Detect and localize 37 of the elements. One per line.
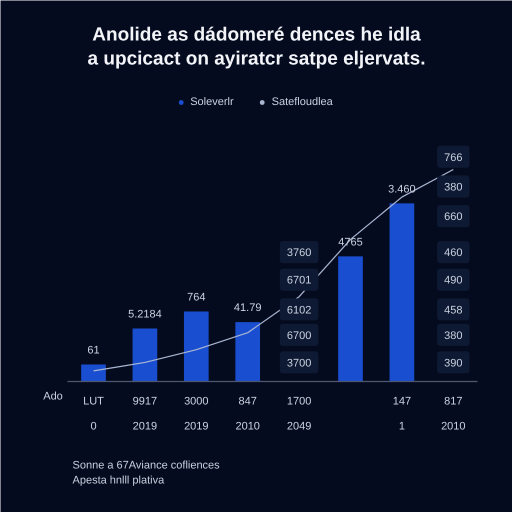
annotation: 6700 xyxy=(286,330,312,342)
text: Sonne a 67Aviance cofliences xyxy=(72,460,220,472)
chart-title: Anolide as dádomeré dences he idla a upcicact on ayiratcr satpe eljervats. xyxy=(88,24,426,70)
annotation: 380 xyxy=(444,181,462,194)
x-tick-label: LUT 0 xyxy=(83,396,104,433)
text: Apesta hnlll plativa xyxy=(72,474,166,486)
annotation: 390 xyxy=(444,357,462,370)
annotation: 458 xyxy=(444,304,462,316)
x-tick-label: 847 2010 xyxy=(235,396,260,433)
bar xyxy=(390,203,414,382)
x-tick-label: 3000 2019 xyxy=(184,396,209,433)
annotation: 6102 xyxy=(286,304,312,316)
x-axis-title: Ado xyxy=(43,390,63,402)
x-tick-label: 1700 2049 xyxy=(286,396,312,433)
legend-label: Satefloudlea xyxy=(272,96,333,108)
bar xyxy=(132,328,158,382)
annotation: 460 xyxy=(444,247,462,260)
bar xyxy=(338,256,363,382)
annotation: 6701 xyxy=(286,274,312,287)
annotation: 490 xyxy=(444,274,462,287)
annotation: 41.79 xyxy=(234,302,262,314)
bar xyxy=(235,322,260,382)
annotation: 5.2184 xyxy=(128,308,162,320)
annotation: 766 xyxy=(444,152,462,164)
annotation: 3.460 xyxy=(388,183,416,196)
bar xyxy=(81,364,106,382)
x-tick-label: 147 1 xyxy=(392,396,412,433)
x-tick-label: 817 2010 xyxy=(441,396,466,433)
bar xyxy=(184,312,209,382)
annotation: 3700 xyxy=(286,357,312,370)
annotation: 660 xyxy=(444,211,462,224)
annotation: 61 xyxy=(87,344,100,357)
x-tick-label: 9917 2019 xyxy=(132,396,158,433)
legend-label: Soleverlr xyxy=(190,96,234,108)
annotation: 3760 xyxy=(286,247,312,260)
annotation: 764 xyxy=(187,292,206,304)
annotation: 380 xyxy=(444,330,462,342)
